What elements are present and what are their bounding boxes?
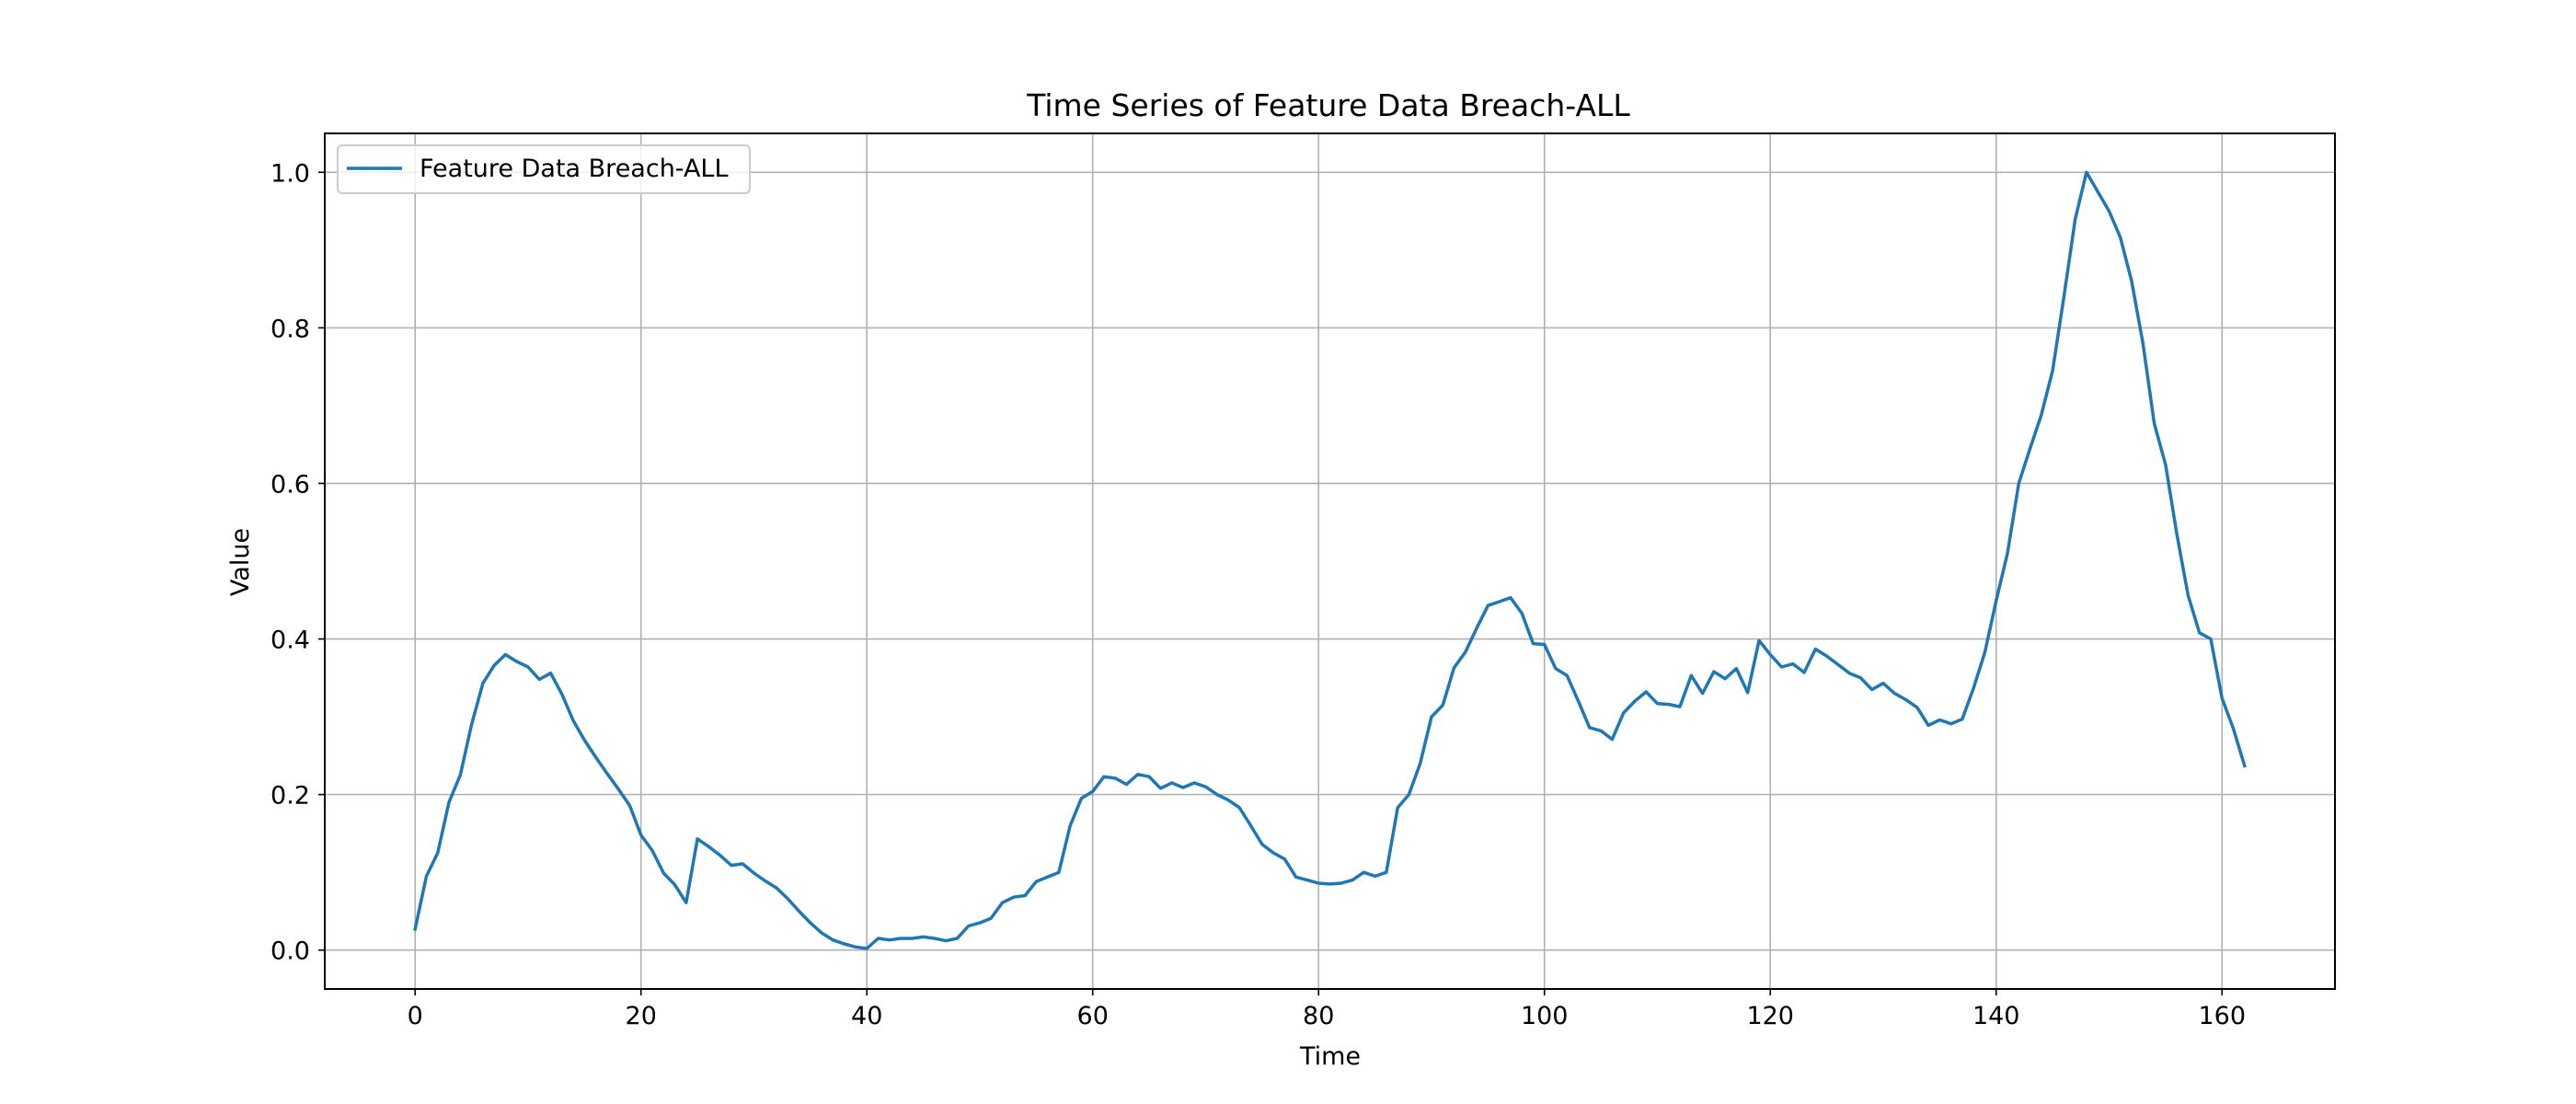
plot-area-frame	[324, 132, 2336, 990]
chart-title: Time Series of Feature Data Breach-ALL	[1026, 87, 1630, 123]
y-tick-label: 0.4	[270, 627, 310, 655]
y-tick-label: 0.8	[270, 315, 310, 343]
y-tick-label: 0.6	[270, 470, 310, 499]
x-axis-label: Time	[1299, 1042, 1361, 1071]
series-line-layer	[413, 170, 2247, 950]
legend-box	[337, 144, 751, 194]
x-tick-label: 60	[1077, 1002, 1109, 1030]
y-axis-ticks: 0.0 0.2 0.4 0.6 0.8 1.0	[270, 159, 325, 966]
x-tick-label: 140	[1972, 1002, 2020, 1030]
series-line	[413, 170, 2247, 950]
x-tick-label: 40	[851, 1002, 882, 1030]
y-tick-label: 1.0	[270, 159, 310, 188]
x-tick-label: 80	[1303, 1002, 1334, 1030]
y-tick-label: 0.0	[270, 937, 310, 966]
y-axis-label: Value	[226, 528, 255, 596]
x-tick-label: 100	[1521, 1002, 1569, 1030]
x-tick-label: 120	[1746, 1002, 1794, 1030]
y-tick-label: 0.2	[270, 782, 310, 811]
legend: Feature Data Breach-ALL	[337, 144, 751, 194]
grid-lines	[325, 133, 2335, 989]
x-tick-label: 20	[626, 1002, 657, 1030]
x-axis-ticks: 0 20 40 60 80 100 120 140 160	[408, 989, 2246, 1030]
x-tick-label: 160	[2198, 1002, 2246, 1030]
x-tick-label: 0	[408, 1002, 423, 1030]
legend-label: Feature Data Breach-ALL	[420, 155, 729, 183]
